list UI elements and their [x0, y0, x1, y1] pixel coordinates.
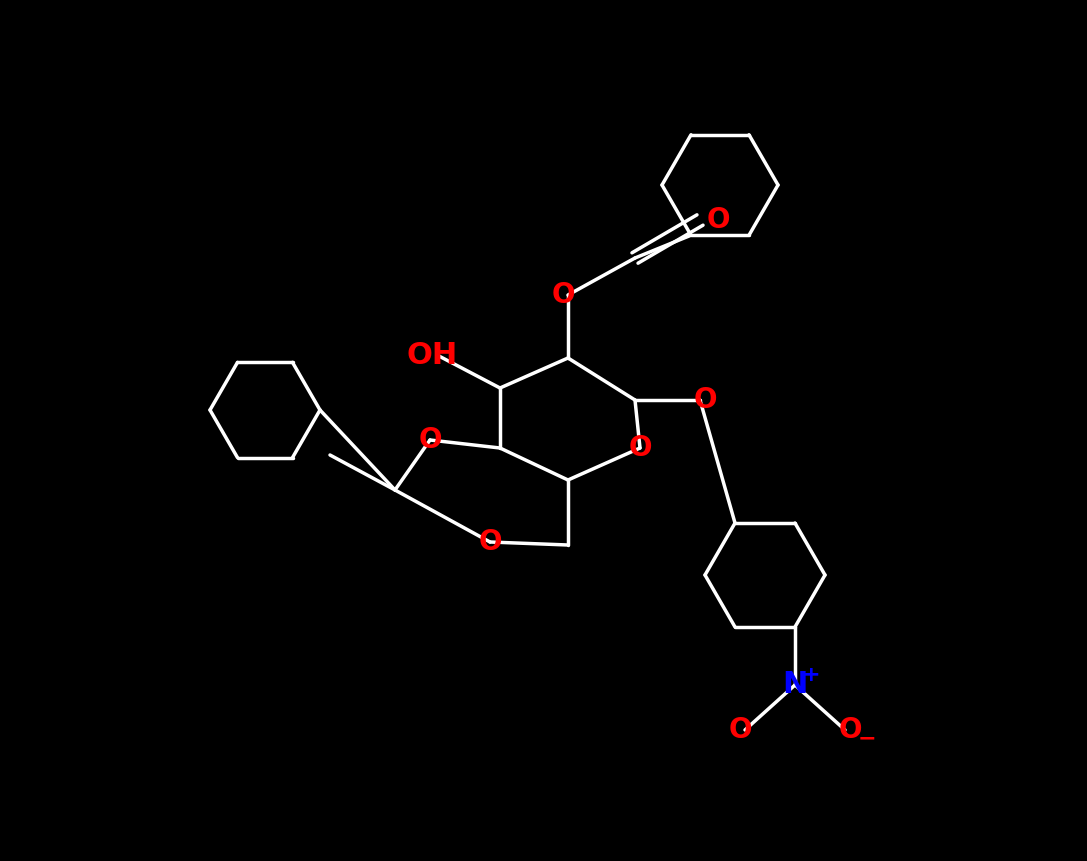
Text: O: O	[694, 386, 716, 414]
Text: O: O	[707, 206, 729, 234]
Text: OH: OH	[407, 340, 458, 369]
Text: +: +	[802, 665, 821, 685]
Text: N: N	[783, 671, 808, 699]
Text: O: O	[628, 434, 652, 462]
Text: O: O	[838, 716, 862, 744]
Text: O: O	[418, 426, 441, 454]
Text: O: O	[478, 528, 502, 556]
Text: O: O	[551, 281, 575, 309]
Text: −: −	[858, 728, 876, 748]
Text: O: O	[728, 716, 752, 744]
